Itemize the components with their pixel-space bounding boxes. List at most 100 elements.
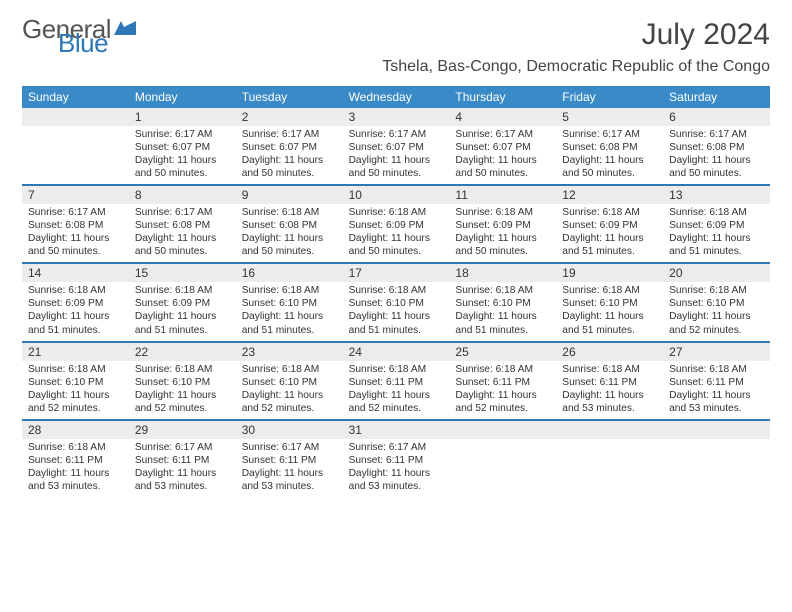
sunset-text: Sunset: 6:07 PM xyxy=(242,141,337,154)
weekday-header-row: Sunday Monday Tuesday Wednesday Thursday… xyxy=(22,86,770,108)
day-number: 11 xyxy=(449,186,556,204)
daylight-text: Daylight: 11 hours and 50 minutes. xyxy=(455,232,550,258)
weekday-header: Monday xyxy=(129,86,236,108)
sunrise-text: Sunrise: 6:18 AM xyxy=(349,284,444,297)
daylight-text: Daylight: 11 hours and 52 minutes. xyxy=(242,389,337,415)
sunrise-text: Sunrise: 6:17 AM xyxy=(455,128,550,141)
daylight-text: Daylight: 11 hours and 53 minutes. xyxy=(349,467,444,493)
day-info xyxy=(449,439,556,497)
daylight-text: Daylight: 11 hours and 52 minutes. xyxy=(669,310,764,336)
sunrise-text: Sunrise: 6:18 AM xyxy=(28,363,123,376)
sunrise-text: Sunrise: 6:17 AM xyxy=(242,128,337,141)
sunset-text: Sunset: 6:11 PM xyxy=(669,376,764,389)
sunset-text: Sunset: 6:07 PM xyxy=(349,141,444,154)
sunset-text: Sunset: 6:11 PM xyxy=(455,376,550,389)
sunset-text: Sunset: 6:08 PM xyxy=(28,219,123,232)
daylight-text: Daylight: 11 hours and 51 minutes. xyxy=(349,310,444,336)
sunset-text: Sunset: 6:07 PM xyxy=(455,141,550,154)
daylight-text: Daylight: 11 hours and 51 minutes. xyxy=(562,232,657,258)
sunrise-text: Sunrise: 6:17 AM xyxy=(28,206,123,219)
day-info xyxy=(663,439,770,497)
sunrise-text: Sunrise: 6:18 AM xyxy=(349,363,444,376)
day-number: 3 xyxy=(343,108,450,126)
weekday-header: Sunday xyxy=(22,86,129,108)
month-title: July 2024 xyxy=(382,18,770,52)
day-info: Sunrise: 6:17 AMSunset: 6:11 PMDaylight:… xyxy=(236,439,343,497)
day-number: 19 xyxy=(556,264,663,282)
day-info: Sunrise: 6:18 AMSunset: 6:08 PMDaylight:… xyxy=(236,204,343,262)
sunrise-text: Sunrise: 6:18 AM xyxy=(28,441,123,454)
week-row: 21222324252627Sunrise: 6:18 AMSunset: 6:… xyxy=(22,343,770,421)
daylight-text: Daylight: 11 hours and 50 minutes. xyxy=(135,154,230,180)
sunset-text: Sunset: 6:08 PM xyxy=(562,141,657,154)
weekday-header: Wednesday xyxy=(343,86,450,108)
sunrise-text: Sunrise: 6:18 AM xyxy=(135,363,230,376)
day-info: Sunrise: 6:17 AMSunset: 6:07 PMDaylight:… xyxy=(236,126,343,184)
sunset-text: Sunset: 6:11 PM xyxy=(28,454,123,467)
sunset-text: Sunset: 6:10 PM xyxy=(562,297,657,310)
sunrise-text: Sunrise: 6:18 AM xyxy=(135,284,230,297)
logo-text-blue: Blue xyxy=(58,32,108,54)
day-number: 8 xyxy=(129,186,236,204)
sunset-text: Sunset: 6:08 PM xyxy=(135,219,230,232)
day-info: Sunrise: 6:18 AMSunset: 6:10 PMDaylight:… xyxy=(236,361,343,419)
day-info: Sunrise: 6:17 AMSunset: 6:07 PMDaylight:… xyxy=(343,126,450,184)
daylight-text: Daylight: 11 hours and 51 minutes. xyxy=(669,232,764,258)
day-info: Sunrise: 6:17 AMSunset: 6:07 PMDaylight:… xyxy=(129,126,236,184)
day-number: 31 xyxy=(343,421,450,439)
sunrise-text: Sunrise: 6:18 AM xyxy=(455,284,550,297)
sunrise-text: Sunrise: 6:18 AM xyxy=(455,206,550,219)
sunrise-text: Sunrise: 6:18 AM xyxy=(455,363,550,376)
sunset-text: Sunset: 6:08 PM xyxy=(242,219,337,232)
day-info: Sunrise: 6:18 AMSunset: 6:09 PMDaylight:… xyxy=(449,204,556,262)
daylight-text: Daylight: 11 hours and 52 minutes. xyxy=(135,389,230,415)
daylight-text: Daylight: 11 hours and 51 minutes. xyxy=(135,310,230,336)
sunset-text: Sunset: 6:09 PM xyxy=(135,297,230,310)
day-number: 17 xyxy=(343,264,450,282)
day-info: Sunrise: 6:18 AMSunset: 6:09 PMDaylight:… xyxy=(129,282,236,340)
day-number: 27 xyxy=(663,343,770,361)
day-number: 23 xyxy=(236,343,343,361)
day-number: 14 xyxy=(22,264,129,282)
sunrise-text: Sunrise: 6:17 AM xyxy=(135,128,230,141)
day-info: Sunrise: 6:18 AMSunset: 6:11 PMDaylight:… xyxy=(556,361,663,419)
day-number: 12 xyxy=(556,186,663,204)
sunset-text: Sunset: 6:10 PM xyxy=(455,297,550,310)
sunrise-text: Sunrise: 6:17 AM xyxy=(669,128,764,141)
day-info: Sunrise: 6:18 AMSunset: 6:09 PMDaylight:… xyxy=(343,204,450,262)
day-info: Sunrise: 6:18 AMSunset: 6:10 PMDaylight:… xyxy=(236,282,343,340)
day-info: Sunrise: 6:17 AMSunset: 6:08 PMDaylight:… xyxy=(22,204,129,262)
day-number: 16 xyxy=(236,264,343,282)
day-number: 22 xyxy=(129,343,236,361)
day-number: 5 xyxy=(556,108,663,126)
day-info: Sunrise: 6:17 AMSunset: 6:08 PMDaylight:… xyxy=(663,126,770,184)
day-info: Sunrise: 6:18 AMSunset: 6:10 PMDaylight:… xyxy=(556,282,663,340)
day-number xyxy=(556,421,663,439)
daylight-text: Daylight: 11 hours and 53 minutes. xyxy=(562,389,657,415)
daylight-text: Daylight: 11 hours and 51 minutes. xyxy=(28,310,123,336)
week-row: 78910111213Sunrise: 6:17 AMSunset: 6:08 … xyxy=(22,186,770,264)
sunset-text: Sunset: 6:11 PM xyxy=(242,454,337,467)
day-number: 10 xyxy=(343,186,450,204)
day-number xyxy=(449,421,556,439)
sunrise-text: Sunrise: 6:18 AM xyxy=(562,284,657,297)
title-block: July 2024 Tshela, Bas-Congo, Democratic … xyxy=(382,18,770,76)
daylight-text: Daylight: 11 hours and 53 minutes. xyxy=(28,467,123,493)
day-number: 15 xyxy=(129,264,236,282)
daylight-text: Daylight: 11 hours and 50 minutes. xyxy=(28,232,123,258)
daylight-text: Daylight: 11 hours and 52 minutes. xyxy=(455,389,550,415)
day-number: 30 xyxy=(236,421,343,439)
day-info: Sunrise: 6:18 AMSunset: 6:10 PMDaylight:… xyxy=(449,282,556,340)
daylight-text: Daylight: 11 hours and 52 minutes. xyxy=(349,389,444,415)
day-info: Sunrise: 6:17 AMSunset: 6:08 PMDaylight:… xyxy=(129,204,236,262)
day-number: 28 xyxy=(22,421,129,439)
day-info: Sunrise: 6:18 AMSunset: 6:11 PMDaylight:… xyxy=(22,439,129,497)
logo: General Blue xyxy=(22,18,136,54)
sunrise-text: Sunrise: 6:18 AM xyxy=(349,206,444,219)
day-number: 29 xyxy=(129,421,236,439)
day-info: Sunrise: 6:17 AMSunset: 6:11 PMDaylight:… xyxy=(129,439,236,497)
day-number xyxy=(663,421,770,439)
sunrise-text: Sunrise: 6:18 AM xyxy=(669,284,764,297)
sunset-text: Sunset: 6:10 PM xyxy=(135,376,230,389)
weeks-container: 123456Sunrise: 6:17 AMSunset: 6:07 PMDay… xyxy=(22,108,770,497)
